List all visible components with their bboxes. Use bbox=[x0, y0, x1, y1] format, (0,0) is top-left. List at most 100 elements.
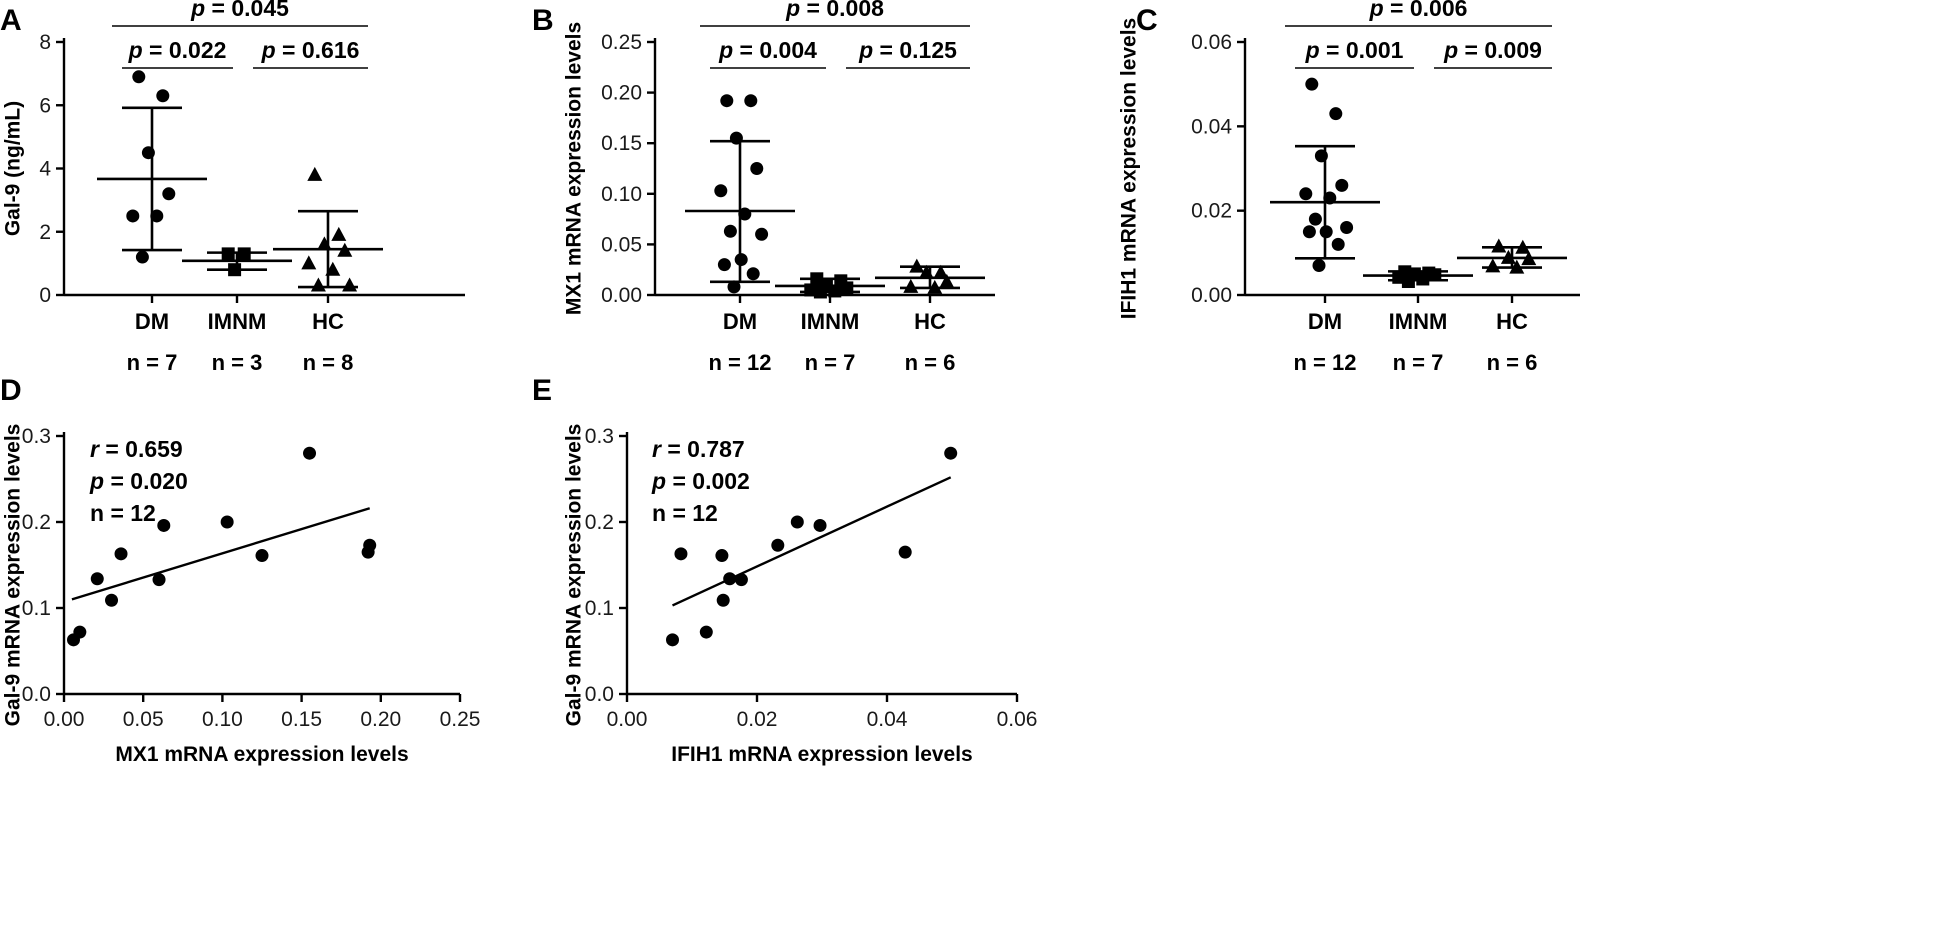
y-tick-label: 8 bbox=[39, 31, 51, 54]
data-point bbox=[90, 572, 104, 586]
data-point bbox=[717, 258, 731, 272]
data-point bbox=[156, 89, 170, 103]
y-tick-label: 0.05 bbox=[601, 233, 642, 256]
n-label: n = 7 bbox=[127, 350, 178, 375]
panel-letter: E bbox=[532, 374, 552, 407]
data-point bbox=[307, 166, 323, 181]
n-label: n = 12 bbox=[709, 350, 772, 375]
group-imnm bbox=[775, 272, 885, 299]
group-dm bbox=[1270, 77, 1380, 272]
data-point bbox=[1491, 238, 1507, 253]
y-tick-label: 0.25 bbox=[601, 31, 642, 54]
data-point bbox=[73, 625, 87, 639]
data-point bbox=[220, 515, 234, 529]
y-tick-label: 0.15 bbox=[601, 132, 642, 155]
p-value-label: p = 0.009 bbox=[1443, 37, 1542, 63]
y-axis-title: Gal-9 (ng/mL) bbox=[2, 101, 25, 236]
data-point bbox=[1485, 258, 1501, 273]
y-tick-label: 0.1 bbox=[22, 597, 51, 620]
n-label: n = 8 bbox=[303, 350, 354, 375]
panel-e: E 0.0 0.1 0.2 0.3 0.00 0.02 0.04 0.06 IFIH1 mRNA … bbox=[532, 374, 1037, 766]
category-label: HC bbox=[1496, 309, 1528, 334]
group-imnm bbox=[182, 247, 292, 277]
data-point bbox=[152, 573, 166, 587]
p-value-label: p = 0.045 bbox=[190, 0, 289, 21]
data-point bbox=[1335, 178, 1349, 192]
data-point bbox=[331, 226, 347, 241]
data-point bbox=[1299, 187, 1313, 201]
group-dm bbox=[685, 94, 795, 294]
n-label: n = 6 bbox=[1487, 350, 1538, 375]
p-value-label: p = 0.125 bbox=[858, 37, 957, 63]
y-tick-label: 6 bbox=[39, 94, 51, 117]
data-point bbox=[734, 573, 748, 587]
y-axis-title: MX1 mRNA expression levels bbox=[563, 22, 586, 315]
stat-label: p = 0.002 bbox=[651, 468, 750, 494]
data-point bbox=[674, 547, 688, 561]
p-value-label: p = 0.001 bbox=[1305, 37, 1404, 63]
panel-c: C 0.00 0.02 0.04 0.06 IFIH1 mRNA expression l… bbox=[1118, 0, 1580, 375]
y-tick-label: 0.10 bbox=[601, 183, 642, 206]
category-label: DM bbox=[723, 309, 757, 334]
data-point bbox=[132, 70, 146, 84]
regression-line bbox=[71, 507, 371, 601]
panel-a: A 0 2 4 6 8 Gal-9 (ng/mL) DM n = 7 IMNM n = 3 HC n =… bbox=[0, 0, 465, 375]
x-tick-label: 0.04 bbox=[867, 708, 908, 731]
y-tick-label: 0.3 bbox=[22, 425, 51, 448]
data-point bbox=[744, 94, 758, 108]
stat-label: n = 12 bbox=[90, 500, 156, 526]
x-axis-title: MX1 mRNA expression levels bbox=[115, 743, 408, 766]
y-tick-label: 0.20 bbox=[601, 82, 642, 105]
data-point bbox=[699, 625, 713, 639]
stat-label: n = 12 bbox=[652, 500, 718, 526]
data-point bbox=[1312, 258, 1326, 272]
data-point bbox=[342, 277, 358, 292]
p-value-label: p = 0.004 bbox=[718, 37, 817, 63]
y-tick-label: 0.06 bbox=[1191, 31, 1232, 54]
data-point bbox=[666, 633, 679, 647]
n-label: n = 12 bbox=[1294, 350, 1357, 375]
data-point bbox=[746, 267, 760, 281]
n-label: n = 3 bbox=[212, 350, 263, 375]
panel-letter: D bbox=[0, 374, 22, 407]
x-tick-label: 0.10 bbox=[202, 708, 243, 731]
p-value-label: p = 0.008 bbox=[785, 0, 884, 21]
x-tick-label: 0.20 bbox=[360, 708, 401, 731]
category-label: IMNM bbox=[208, 309, 267, 334]
n-label: n = 6 bbox=[905, 350, 956, 375]
y-tick-label: 0.1 bbox=[585, 597, 614, 620]
data-point bbox=[1302, 225, 1316, 239]
y-tick-label: 0.00 bbox=[601, 284, 642, 307]
category-label: HC bbox=[914, 309, 946, 334]
y-tick-label: 0.04 bbox=[1191, 115, 1232, 138]
group-hc bbox=[1457, 238, 1567, 274]
data-point bbox=[727, 280, 741, 294]
group-imnm bbox=[1363, 265, 1473, 289]
group-hc bbox=[875, 258, 985, 294]
data-point bbox=[903, 278, 919, 293]
data-point bbox=[1305, 77, 1319, 91]
data-point bbox=[933, 264, 949, 279]
x-tick-label: 0.02 bbox=[737, 708, 778, 731]
data-point bbox=[1308, 212, 1322, 226]
data-point bbox=[813, 518, 827, 532]
y-axis-title: Gal-9 mRNA expression levels bbox=[563, 424, 586, 727]
y-axis-title: IFIH1 mRNA expression levels bbox=[1118, 18, 1141, 320]
y-tick-label: 0 bbox=[39, 284, 51, 307]
p-value-label: p = 0.022 bbox=[128, 37, 227, 63]
category-label: IMNM bbox=[801, 309, 860, 334]
p-value-label: p = 0.006 bbox=[1369, 0, 1468, 21]
y-tick-label: 4 bbox=[39, 158, 51, 181]
y-tick-label: 0.2 bbox=[585, 511, 614, 534]
category-label: DM bbox=[135, 309, 169, 334]
n-label: n = 7 bbox=[1393, 350, 1444, 375]
x-tick-label: 0.06 bbox=[997, 708, 1038, 731]
data-point bbox=[105, 593, 119, 607]
data-point bbox=[301, 255, 317, 270]
group-hc bbox=[273, 166, 383, 292]
data-point bbox=[310, 277, 326, 292]
regression-line bbox=[671, 476, 952, 607]
y-tick-label: 0.0 bbox=[22, 683, 51, 706]
data-point bbox=[723, 224, 737, 238]
